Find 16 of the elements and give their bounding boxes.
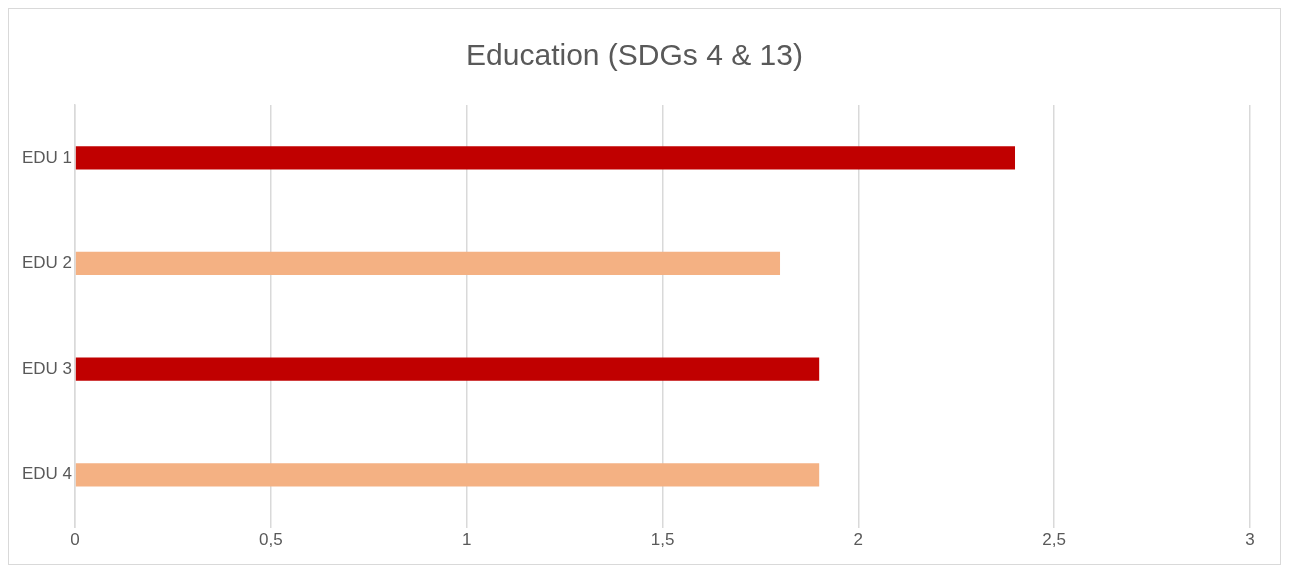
y-tick-label: EDU 1 bbox=[21, 147, 73, 167]
x-tick-label: 0 bbox=[70, 530, 80, 550]
y-tick-label: EDU 2 bbox=[21, 253, 73, 273]
bar bbox=[75, 463, 820, 487]
y-tick-label: EDU 3 bbox=[21, 358, 73, 378]
y-tick-label: EDU 4 bbox=[21, 464, 73, 484]
bar bbox=[75, 357, 820, 381]
x-tick-label: 1 bbox=[461, 530, 472, 550]
x-tick-label: 1,5 bbox=[650, 530, 675, 550]
x-tick-label: 2 bbox=[853, 530, 864, 550]
bar bbox=[75, 251, 781, 276]
chart-title: Education (SDGs 4 & 13) bbox=[466, 38, 803, 72]
x-tick-label: 2,5 bbox=[1042, 530, 1066, 550]
x-tick-label: 3 bbox=[1245, 530, 1255, 550]
x-tick-label: 0,5 bbox=[259, 530, 283, 550]
bar bbox=[75, 146, 1016, 170]
